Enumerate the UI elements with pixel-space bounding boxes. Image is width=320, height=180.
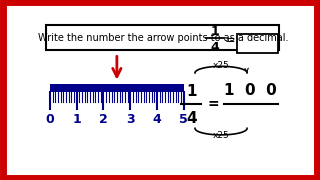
Text: =: = bbox=[208, 97, 220, 111]
FancyBboxPatch shape bbox=[237, 34, 278, 53]
Text: 4: 4 bbox=[186, 111, 196, 126]
Text: 4: 4 bbox=[153, 113, 161, 126]
Text: x25: x25 bbox=[213, 131, 229, 140]
Text: 1: 1 bbox=[186, 84, 196, 99]
FancyBboxPatch shape bbox=[46, 25, 279, 50]
Text: Write the number the arrow points to as a decimal.: Write the number the arrow points to as … bbox=[37, 33, 288, 42]
Text: =: = bbox=[224, 35, 235, 48]
Text: 3: 3 bbox=[126, 113, 135, 126]
Text: 5: 5 bbox=[180, 113, 188, 126]
Text: x25: x25 bbox=[213, 61, 229, 70]
Text: 1  0  0: 1 0 0 bbox=[224, 83, 277, 98]
Text: 4: 4 bbox=[211, 41, 219, 54]
Bar bbox=[50, 84, 184, 92]
Text: 0: 0 bbox=[45, 113, 54, 126]
Text: 2: 2 bbox=[99, 113, 108, 126]
Text: 1: 1 bbox=[211, 26, 219, 39]
Text: 1: 1 bbox=[72, 113, 81, 126]
